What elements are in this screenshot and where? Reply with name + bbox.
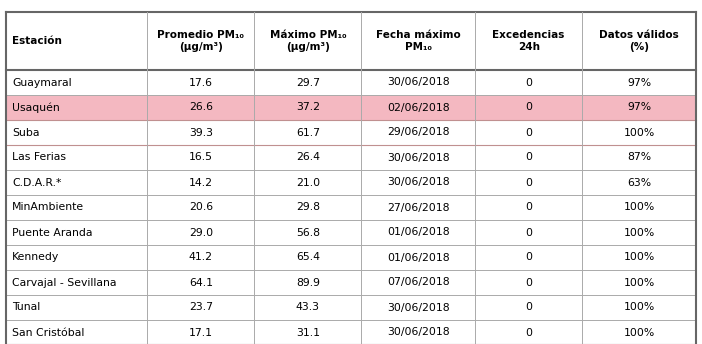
Text: 100%: 100% (623, 327, 655, 337)
Bar (6, 120, 696, 145)
Text: Kennedy: Kennedy (12, 252, 59, 262)
Text: MinAmbiente: MinAmbiente (12, 203, 84, 213)
Text: C.D.A.R.*: C.D.A.R.* (12, 178, 61, 187)
Text: 0: 0 (525, 252, 532, 262)
Text: 0: 0 (525, 103, 532, 112)
Text: 26.6: 26.6 (189, 103, 213, 112)
Text: 100%: 100% (623, 302, 655, 312)
Text: Puente Aranda: Puente Aranda (12, 227, 93, 237)
Text: 02/06/2018: 02/06/2018 (387, 103, 449, 112)
Text: 27/06/2018: 27/06/2018 (387, 203, 449, 213)
Text: 14.2: 14.2 (189, 178, 213, 187)
Text: 29/06/2018: 29/06/2018 (387, 128, 449, 138)
Text: 20.6: 20.6 (189, 203, 213, 213)
Bar (6, 220, 696, 245)
Bar (6, 295, 696, 320)
Text: Carvajal - Sevillana: Carvajal - Sevillana (12, 278, 117, 288)
Text: 01/06/2018: 01/06/2018 (387, 252, 449, 262)
Text: Promedio PM₁₀
(μg/m³): Promedio PM₁₀ (μg/m³) (157, 30, 244, 52)
Text: 87%: 87% (627, 152, 651, 162)
Text: 30/06/2018: 30/06/2018 (387, 77, 449, 87)
Text: 0: 0 (525, 128, 532, 138)
Text: 64.1: 64.1 (189, 278, 213, 288)
Text: 0: 0 (525, 203, 532, 213)
Text: 100%: 100% (623, 278, 655, 288)
Text: 61.7: 61.7 (296, 128, 320, 138)
Text: 31.1: 31.1 (296, 327, 320, 337)
Text: Excedencias
24h: Excedencias 24h (493, 30, 565, 52)
Text: Datos válidos
(%): Datos válidos (%) (600, 30, 679, 52)
Text: 43.3: 43.3 (296, 302, 320, 312)
Text: 100%: 100% (623, 252, 655, 262)
Text: Usaquén: Usaquén (12, 102, 60, 113)
Text: 30/06/2018: 30/06/2018 (387, 302, 449, 312)
Text: 0: 0 (525, 77, 532, 87)
Text: 0: 0 (525, 302, 532, 312)
Text: 21.0: 21.0 (296, 178, 320, 187)
Text: Estación: Estación (12, 36, 62, 46)
Text: San Cristóbal: San Cristóbal (12, 327, 84, 337)
Text: 29.8: 29.8 (296, 203, 320, 213)
Text: 37.2: 37.2 (296, 103, 320, 112)
Text: 39.3: 39.3 (189, 128, 213, 138)
Text: Suba: Suba (12, 128, 39, 138)
Text: 16.5: 16.5 (189, 152, 213, 162)
Text: 30/06/2018: 30/06/2018 (387, 178, 449, 187)
Text: 97%: 97% (627, 77, 651, 87)
Text: 63%: 63% (627, 178, 651, 187)
Text: Tunal: Tunal (12, 302, 40, 312)
Bar (6, 170, 696, 195)
Bar (6, 70, 696, 95)
Text: 65.4: 65.4 (296, 252, 320, 262)
Text: 29.7: 29.7 (296, 77, 320, 87)
Text: Máximo PM₁₀
(μg/m³): Máximo PM₁₀ (μg/m³) (270, 30, 346, 52)
Text: 100%: 100% (623, 227, 655, 237)
Text: Fecha máximo
PM₁₀: Fecha máximo PM₁₀ (376, 30, 461, 52)
Text: 17.6: 17.6 (189, 77, 213, 87)
Bar (6, 145, 696, 170)
Text: 17.1: 17.1 (189, 327, 213, 337)
Text: 0: 0 (525, 327, 532, 337)
Text: 01/06/2018: 01/06/2018 (387, 227, 449, 237)
Bar (6, 270, 696, 295)
Text: 07/06/2018: 07/06/2018 (387, 278, 449, 288)
Text: 30/06/2018: 30/06/2018 (387, 152, 449, 162)
Text: Las Ferias: Las Ferias (12, 152, 66, 162)
Text: 23.7: 23.7 (189, 302, 213, 312)
Text: 41.2: 41.2 (189, 252, 213, 262)
Text: 100%: 100% (623, 128, 655, 138)
Text: 0: 0 (525, 278, 532, 288)
Text: 29.0: 29.0 (189, 227, 213, 237)
Bar (6, 95, 696, 120)
Bar (6, 12, 696, 70)
Bar (6, 320, 696, 344)
Text: 56.8: 56.8 (296, 227, 320, 237)
Text: Guaymaral: Guaymaral (12, 77, 72, 87)
Text: 26.4: 26.4 (296, 152, 320, 162)
Text: 100%: 100% (623, 203, 655, 213)
Text: 30/06/2018: 30/06/2018 (387, 327, 449, 337)
Text: 0: 0 (525, 178, 532, 187)
Text: 97%: 97% (627, 103, 651, 112)
Text: 0: 0 (525, 152, 532, 162)
Text: 89.9: 89.9 (296, 278, 320, 288)
Bar (6, 195, 696, 220)
Bar (6, 245, 696, 270)
Text: 0: 0 (525, 227, 532, 237)
